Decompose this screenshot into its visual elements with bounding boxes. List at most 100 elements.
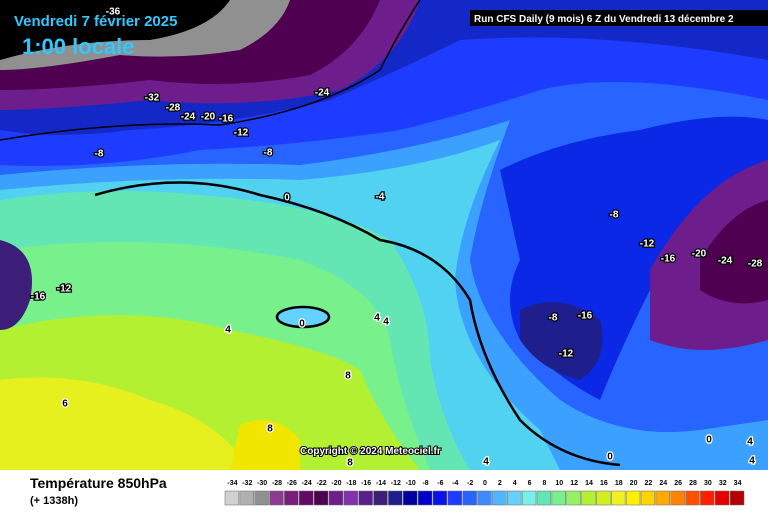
legend-label: -28 — [272, 480, 282, 487]
legend: -34 -32 -30 -28 -26 -24 -22 -20 -18 -16 -14 -12 -10-… — [224, 480, 745, 506]
legend-swatch — [328, 490, 344, 506]
legend-swatch — [551, 490, 566, 506]
contour-label: 4 — [383, 317, 389, 328]
contour-label: -20 — [201, 112, 216, 123]
legend-swatch — [373, 490, 388, 506]
contour-label: 8 — [345, 371, 351, 382]
legend-label: 8 — [542, 480, 546, 487]
legend-label: 28 — [689, 480, 697, 487]
legend-swatch — [700, 490, 715, 506]
contour-label: 4 — [749, 456, 755, 467]
legend-swatch — [670, 490, 685, 506]
legend-label: -8 — [422, 480, 428, 487]
contour-label: -20 — [692, 249, 707, 260]
legend-label: 26 — [674, 480, 682, 487]
legend-label: 6 — [528, 480, 532, 487]
legend-swatch — [625, 490, 641, 506]
legend-label: -14 — [376, 480, 386, 487]
contour-label: -8 — [549, 313, 558, 324]
run-info: Run CFS Daily (9 mois) 6 Z du Vendredi 1… — [474, 14, 734, 25]
contour-label: -16 — [661, 254, 676, 265]
legend-label: -18 — [346, 480, 356, 487]
legend-swatch — [729, 490, 745, 506]
legend-swatch — [254, 490, 269, 506]
contour-label: 0 — [706, 435, 712, 446]
legend-swatch — [477, 490, 492, 506]
contour-label: -12 — [234, 128, 249, 139]
legend-swatch — [536, 490, 552, 506]
contour-label: -24 — [181, 112, 196, 123]
legend-swatch — [685, 490, 700, 506]
contour-label: -24 — [718, 256, 733, 267]
legend-swatch — [596, 490, 611, 506]
legend-label: -10 — [406, 480, 416, 487]
legend-swatch — [284, 490, 299, 506]
contour-label: 0 — [607, 452, 613, 463]
legend-label: -4 — [452, 480, 458, 487]
contour-label: 4 — [374, 313, 380, 324]
legend-label: -16 — [361, 480, 371, 487]
map-fields — [0, 0, 768, 470]
legend-swatch — [566, 490, 581, 506]
legend-label: -30 — [257, 480, 267, 487]
contour-label: -12 — [640, 239, 655, 250]
contour-label: -16 — [219, 114, 234, 125]
contour-label: -8 — [95, 149, 104, 160]
contour-label: 6 — [62, 399, 68, 410]
legend-label: -26 — [287, 480, 297, 487]
contour-label: 4 — [483, 457, 489, 468]
legend-swatch — [581, 490, 596, 506]
legend-label: -6 — [437, 480, 443, 487]
legend-label: 18 — [615, 480, 623, 487]
legend-swatch — [299, 490, 314, 506]
contour-label: -28 — [748, 259, 763, 270]
legend-label: -24 — [302, 480, 312, 487]
legend-label: 0 — [483, 480, 487, 487]
contour-label: -8 — [264, 148, 273, 159]
contour-label: 0 — [284, 193, 290, 204]
contour-label: 0 — [299, 319, 305, 330]
legend-swatch — [492, 490, 507, 506]
legend-swatch — [269, 490, 284, 506]
legend-label: 34 — [734, 480, 742, 487]
legend-swatch — [447, 490, 462, 506]
contour-labels: -36-32-28-24 -20 -16-12-24-8 -8-40-16-12404… — [30, 5, 764, 470]
contour-label: -12 — [57, 284, 72, 295]
legend-swatch — [224, 490, 240, 506]
contour-label: 8 — [267, 424, 273, 435]
contour-label: -24 — [315, 88, 330, 99]
legend-label: 14 — [585, 480, 593, 487]
legend-swatch — [462, 490, 477, 506]
legend-label: -32 — [242, 480, 252, 487]
legend-label: 12 — [570, 480, 578, 487]
contour-label: -16 — [31, 292, 46, 303]
legend-label: 10 — [555, 480, 563, 487]
legend-swatch — [432, 490, 448, 506]
legend-swatch — [715, 490, 730, 506]
legend-label: 22 — [645, 480, 653, 487]
contour-label: -16 — [578, 311, 593, 322]
contour-label: -28 — [166, 103, 181, 114]
local-time: 1:00 locale — [22, 34, 135, 59]
date: Vendredi 7 février 2025 — [14, 13, 177, 30]
legend-swatch — [403, 490, 418, 506]
legend-swatch — [521, 490, 537, 506]
legend-label: -22 — [317, 480, 327, 487]
legend-label: 20 — [630, 480, 638, 487]
legend-swatch — [358, 490, 373, 506]
contour-label: -8 — [610, 210, 619, 221]
legend-swatch — [343, 490, 358, 506]
legend-swatch — [417, 490, 433, 506]
run-box — [470, 10, 768, 26]
legend-label: 32 — [719, 480, 727, 487]
legend-label: 24 — [659, 480, 667, 487]
legend-swatch — [507, 490, 522, 506]
legend-label: 2 — [498, 480, 502, 487]
legend-swatch — [388, 490, 403, 506]
legend-label: 30 — [704, 480, 712, 487]
legend-swatch — [611, 490, 626, 506]
legend-label: 16 — [600, 480, 608, 487]
contour-label: 8 — [347, 458, 353, 469]
